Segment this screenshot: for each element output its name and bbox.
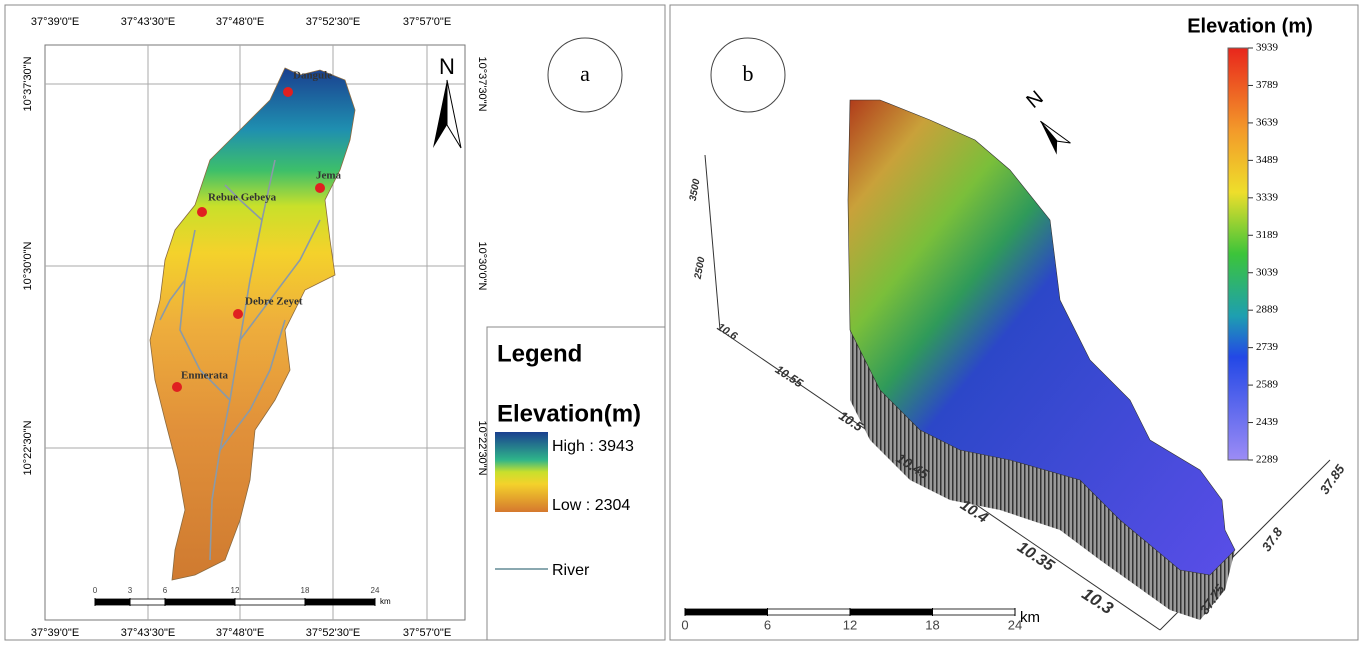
scale-bar-label: 12 (231, 586, 240, 595)
legend-ramp (495, 432, 548, 512)
legend-low: Low : 2304 (552, 497, 630, 514)
colorbar-label: 2439 (1256, 416, 1279, 428)
lon-label: 37°43'30"E (121, 627, 175, 639)
lat-label: 10°30'0"N (476, 242, 488, 291)
colorbar-label: 2739 (1256, 341, 1279, 353)
colorbar-label: 2289 (1256, 454, 1279, 466)
scale-bar-label: 3 (128, 586, 133, 595)
colorbar-label: 3189 (1256, 229, 1279, 241)
lon-label: 37°39'0"E (31, 16, 79, 28)
scale-bar-segment (305, 599, 375, 605)
panel-b: b Elevation (m) N (670, 5, 1358, 640)
place-marker (172, 382, 182, 392)
colorbar (1228, 48, 1248, 460)
scale-bar-segment (235, 599, 305, 605)
scale-bar-label: 12 (843, 617, 857, 632)
lon-label: 37°48'0"E (216, 16, 264, 28)
colorbar-label: 3789 (1256, 79, 1279, 91)
scale-bar-label: 6 (764, 617, 771, 632)
scale-bar-segment (685, 609, 768, 615)
scale-bar-segment (130, 599, 165, 605)
legend-title: Legend (497, 340, 582, 367)
lat-label: 10°22'30"N (22, 420, 34, 475)
colorbar-label: 3039 (1256, 266, 1279, 278)
lat-label: 10°22'30"N (476, 420, 488, 475)
legend-river: River (552, 562, 590, 579)
legend-subtitle: Elevation(m) (497, 400, 641, 427)
lon-label: 37°39'0"E (31, 627, 79, 639)
lon-label: 37°57'0"E (403, 16, 451, 28)
page: a N Legend Elevation(m) High : 3943 Low … (0, 0, 1363, 645)
lon-label: 37°43'30"E (121, 16, 175, 28)
colorbar-title: Elevation (m) (1187, 15, 1313, 37)
figure: a N Legend Elevation(m) High : 3943 Low … (0, 0, 1363, 645)
scale-bar-segment (95, 599, 130, 605)
scale-bar-unit: km (380, 597, 391, 606)
panel-label: a (580, 61, 590, 86)
colorbar-label: 3639 (1256, 116, 1279, 128)
place-marker (315, 183, 325, 193)
place-name: Enmerata (181, 370, 229, 382)
place-marker (197, 207, 207, 217)
scale-bar-segment (850, 609, 933, 615)
lat-label: 10°37'30"N (476, 56, 488, 111)
lon-label: 37°48'0"E (216, 627, 264, 639)
lon-label: 37°52'30"E (306, 16, 360, 28)
scale-bar-label: 6 (163, 586, 168, 595)
scale-bar-segment (933, 609, 1016, 615)
colorbar-label: 3489 (1256, 154, 1279, 166)
lat-label: 10°37'30"N (22, 56, 34, 111)
lat-label: 10°30'0"N (22, 241, 34, 290)
colorbar-label: 2889 (1256, 304, 1279, 316)
colorbar-label: 2589 (1256, 379, 1279, 391)
lon-label: 37°52'30"E (306, 627, 360, 639)
scale-bar-segment (768, 609, 851, 615)
scale-bar-label: 18 (301, 586, 310, 595)
scale-bar-label: 24 (371, 586, 380, 595)
legend-high: High : 3943 (552, 438, 634, 455)
scale-bar-segment (165, 599, 235, 605)
panel-label: b (743, 61, 754, 86)
scale-bar-label: 18 (925, 617, 939, 632)
lon-label: 37°57'0"E (403, 627, 451, 639)
place-marker (233, 309, 243, 319)
panel-a: a N Legend Elevation(m) High : 3943 Low … (5, 5, 665, 640)
colorbar-label: 3939 (1256, 42, 1279, 54)
scale-bar-unit: km (1020, 609, 1040, 626)
place-name: Debre Zeyet (245, 296, 303, 308)
place-marker (283, 87, 293, 97)
scale-bar-label: 0 (93, 586, 98, 595)
scale-bar-label: 0 (681, 617, 688, 632)
place-name: Dangule (293, 70, 332, 82)
place-name: Rebue Gebeya (208, 192, 277, 204)
north-label: N (439, 54, 455, 79)
place-name: Jema (316, 170, 342, 182)
colorbar-label: 3339 (1256, 191, 1279, 203)
